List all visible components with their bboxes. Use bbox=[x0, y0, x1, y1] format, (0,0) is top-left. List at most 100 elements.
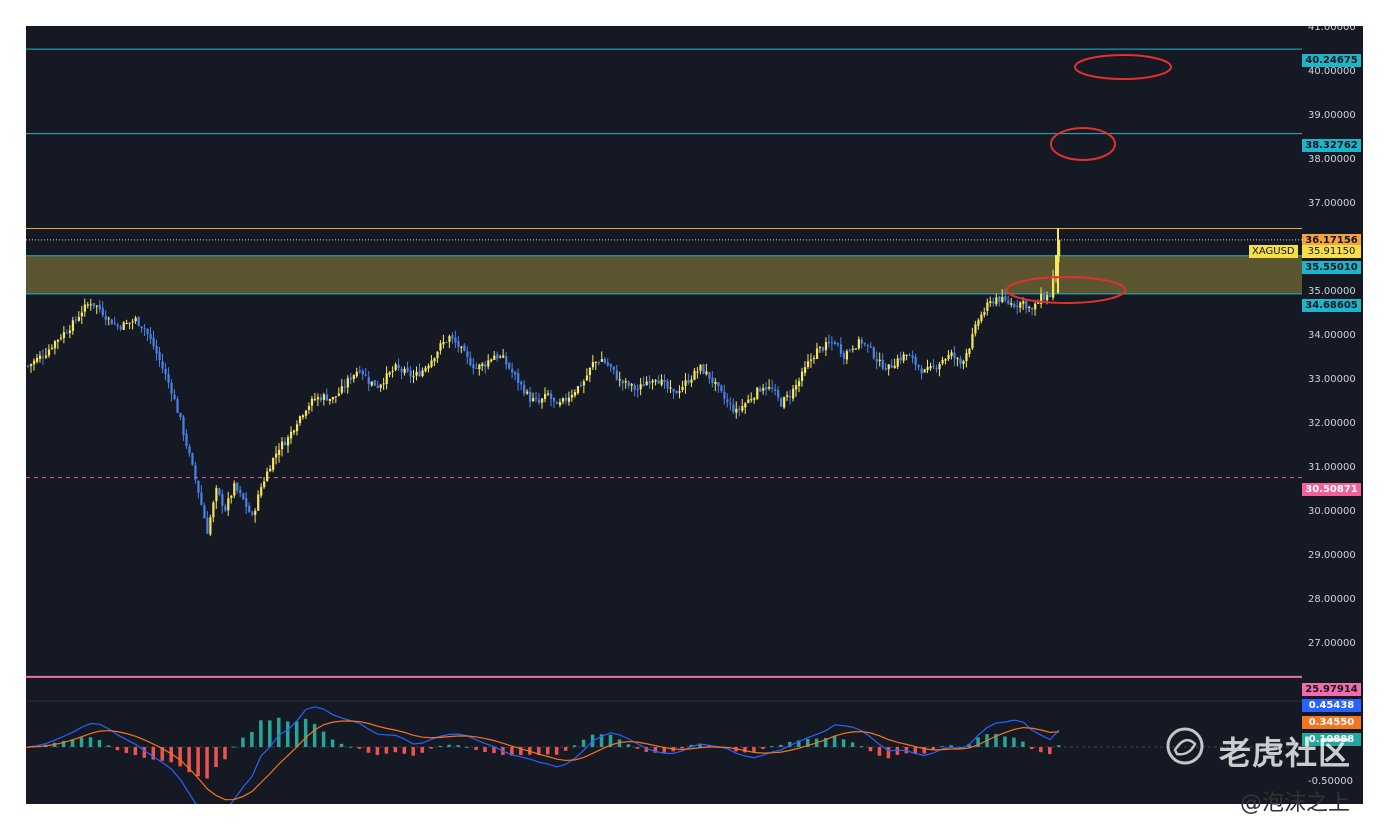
candle-body bbox=[421, 370, 424, 377]
candle-body bbox=[254, 510, 257, 515]
macd-histogram-bar bbox=[868, 747, 873, 752]
candle-body bbox=[1016, 305, 1019, 307]
candle-body bbox=[212, 502, 215, 518]
candle-body bbox=[337, 393, 340, 396]
candle-body bbox=[645, 381, 648, 386]
candle-body bbox=[143, 328, 146, 330]
candle-body bbox=[702, 364, 705, 374]
candle-body bbox=[678, 391, 681, 393]
candle-body bbox=[573, 392, 577, 396]
candle-body bbox=[926, 367, 929, 370]
candle-body bbox=[869, 346, 872, 348]
candle-body bbox=[361, 370, 364, 375]
macd-histogram-bar bbox=[922, 747, 927, 754]
macd-histogram-bar bbox=[106, 745, 111, 747]
candle-body bbox=[146, 329, 149, 335]
candle-body bbox=[451, 335, 454, 339]
macd-histogram-bar bbox=[680, 747, 684, 749]
candle-body bbox=[331, 397, 335, 400]
candle-body bbox=[77, 317, 81, 321]
candle-body bbox=[266, 471, 269, 482]
macd-histogram-bar bbox=[366, 747, 371, 753]
macd-histogram-bar bbox=[223, 747, 227, 760]
macd-histogram-bar bbox=[133, 747, 138, 756]
candle-body bbox=[1034, 303, 1037, 310]
candle-body bbox=[720, 385, 723, 392]
candle-body bbox=[1001, 296, 1004, 302]
candle-body bbox=[424, 367, 427, 372]
macd-histogram-bar bbox=[268, 720, 272, 747]
author-handle: @泡沫之上 bbox=[1240, 791, 1351, 816]
candle-body bbox=[472, 364, 475, 369]
candle-body bbox=[29, 364, 33, 366]
macd-histogram-bar bbox=[465, 746, 469, 748]
candle-body bbox=[857, 339, 860, 349]
macd-histogram-bar bbox=[330, 739, 335, 747]
candle-body bbox=[974, 324, 977, 334]
candle-body bbox=[1007, 300, 1010, 304]
macd-histogram-bar bbox=[178, 747, 182, 767]
candle-body bbox=[469, 357, 472, 366]
macd-histogram-bar bbox=[626, 744, 631, 747]
candle-body bbox=[167, 374, 170, 383]
candle-body bbox=[735, 408, 738, 413]
candle-body bbox=[660, 379, 663, 385]
candle-body bbox=[242, 493, 245, 500]
candle-body bbox=[860, 339, 863, 344]
candle-body bbox=[567, 397, 571, 402]
candle-body bbox=[947, 354, 950, 360]
candle-body bbox=[729, 403, 732, 405]
tick-33: 33.00000 bbox=[1308, 374, 1356, 385]
candle-body bbox=[215, 488, 218, 502]
tick-31: 31.00000 bbox=[1308, 462, 1356, 473]
candle-body bbox=[388, 372, 391, 375]
macd-histogram-bar bbox=[339, 743, 344, 747]
candle-body bbox=[463, 345, 466, 352]
candle-body bbox=[1058, 239, 1061, 257]
macd-histogram-bar bbox=[303, 718, 308, 747]
macd-histogram-bar bbox=[519, 747, 523, 756]
candle-body bbox=[1052, 275, 1055, 298]
candle-body bbox=[821, 347, 825, 351]
tick-40: 40.00000 bbox=[1308, 66, 1356, 77]
macd-histogram-bar bbox=[196, 747, 200, 777]
macd-histogram-bar bbox=[653, 747, 658, 753]
macd-histogram-bar bbox=[698, 743, 702, 747]
candle-body bbox=[818, 346, 822, 348]
support-zone bbox=[26, 255, 1302, 294]
candle-body bbox=[535, 398, 538, 400]
candle-body bbox=[908, 355, 911, 357]
candle-body bbox=[487, 360, 490, 367]
candle-body bbox=[914, 356, 917, 365]
candle-body bbox=[466, 351, 469, 357]
candle-body bbox=[161, 361, 164, 369]
candle-body bbox=[113, 323, 116, 325]
price-chart[interactable] bbox=[26, 26, 1363, 804]
candle-body bbox=[301, 415, 305, 418]
candle-body bbox=[800, 371, 804, 382]
chart-frame[interactable]: 41.00000 40.00000 39.00000 38.00000 37.0… bbox=[26, 26, 1363, 804]
candle-body bbox=[373, 380, 376, 386]
candle-body bbox=[358, 370, 361, 372]
macd-label: 0.45438 bbox=[1302, 699, 1361, 712]
candle-body bbox=[618, 379, 621, 381]
candle-body bbox=[272, 457, 275, 470]
candle-body bbox=[260, 487, 263, 496]
candle-body bbox=[798, 381, 801, 387]
macd-histogram-bar bbox=[375, 747, 380, 755]
candle-body bbox=[295, 424, 299, 432]
candle-body bbox=[851, 348, 854, 350]
candle-body bbox=[508, 363, 511, 369]
macd-histogram-bar bbox=[294, 721, 299, 747]
macd-histogram-bar bbox=[447, 744, 451, 747]
candle-body bbox=[230, 495, 233, 498]
macd-histogram-bar bbox=[823, 737, 828, 747]
candle-body bbox=[182, 416, 185, 436]
macd-histogram-bar bbox=[277, 717, 281, 747]
candle-body bbox=[442, 342, 445, 345]
candle-body bbox=[989, 301, 992, 304]
candle-body bbox=[845, 351, 849, 360]
macd-histogram-bar bbox=[545, 747, 550, 755]
macd-histogram-bar bbox=[214, 747, 218, 768]
candle-body bbox=[340, 386, 343, 393]
